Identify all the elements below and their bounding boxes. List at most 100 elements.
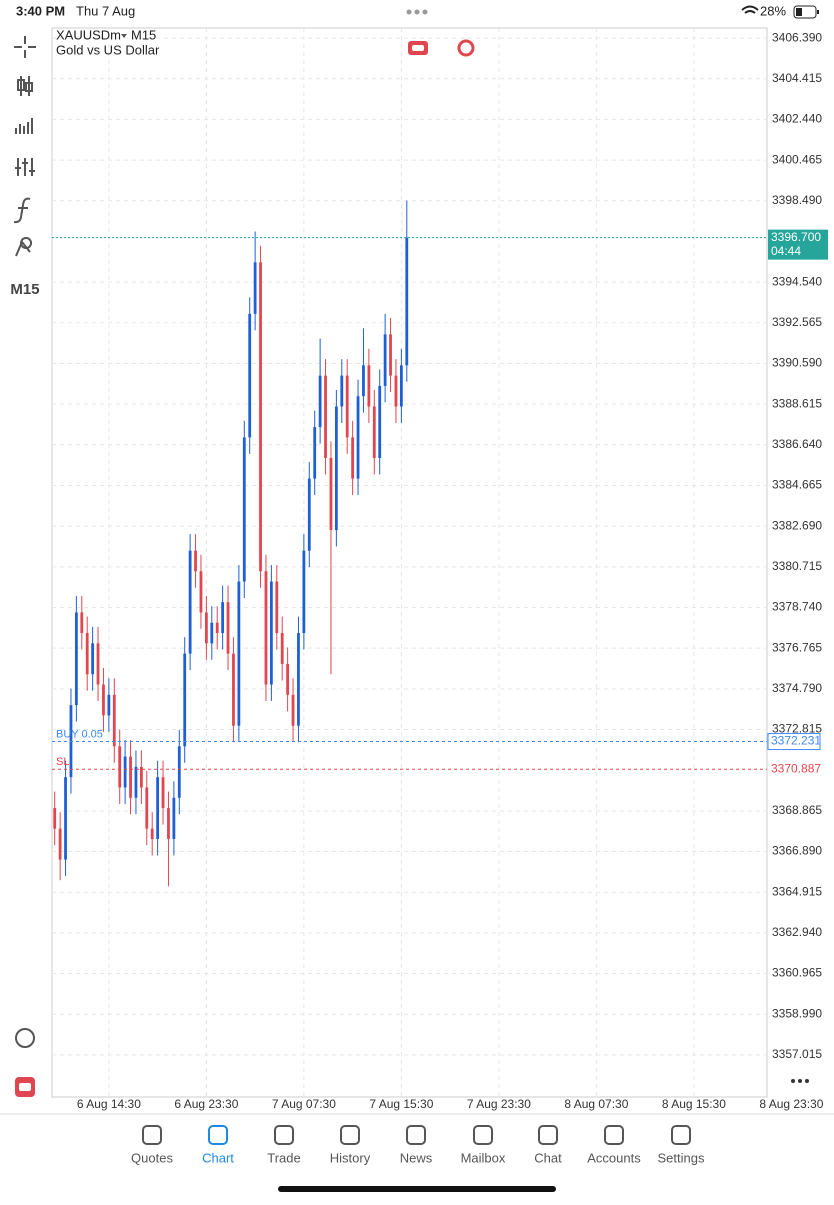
symbol-dropdown[interactable]	[121, 34, 127, 38]
candle-body	[188, 550, 192, 654]
candle-body	[167, 808, 170, 839]
candle-body	[74, 612, 78, 706]
objects-tool[interactable]	[15, 237, 33, 257]
candle-body	[161, 777, 165, 809]
price-label: 3396.700	[771, 230, 821, 244]
plot-frame	[51, 27, 768, 1098]
signal-icon[interactable]	[457, 39, 475, 57]
tab-label[interactable]: Quotes	[131, 1150, 173, 1165]
x-tick-label: 8 Aug 07:30	[564, 1097, 628, 1111]
one-click-mark	[412, 45, 424, 51]
candle-body	[324, 375, 327, 458]
candle-body	[345, 375, 349, 438]
symbol[interactable]: XAUUSDm	[56, 27, 121, 42]
y-tick-label: 3364.915	[772, 884, 822, 898]
candle-body	[253, 262, 257, 314]
tab-8[interactable]: Settings	[658, 1125, 705, 1165]
tab-icon[interactable]	[671, 1125, 691, 1145]
tab-icon[interactable]	[604, 1125, 624, 1145]
tab-bar: Quotes Chart Trade History News Mailbox Chat Ac…	[131, 1125, 705, 1165]
grid	[52, 28, 767, 1097]
tab-6[interactable]: Chat	[534, 1125, 562, 1165]
y-tick-label: 3380.715	[772, 559, 822, 573]
tab-label[interactable]: Settings	[658, 1150, 705, 1165]
order-price: 3370.887	[771, 761, 821, 775]
x-tick-label: 7 Aug 07:30	[272, 1097, 336, 1111]
tab-0[interactable]: Quotes	[131, 1125, 173, 1165]
tab-icon[interactable]	[340, 1125, 360, 1145]
candle-body	[129, 756, 132, 798]
timeframe-label: M15	[131, 27, 156, 42]
tab-7[interactable]: Accounts	[587, 1125, 641, 1165]
tab-label[interactable]: Trade	[267, 1150, 300, 1165]
candle-body	[259, 262, 262, 572]
tab-4[interactable]: News	[400, 1125, 433, 1165]
tab-label[interactable]: Chat	[534, 1150, 562, 1165]
y-tick-label: 3384.665	[772, 478, 822, 492]
status-time: 3:40 PM	[16, 3, 65, 18]
candle-body	[139, 766, 143, 788]
candle-body	[313, 427, 317, 479]
tab-label[interactable]: News	[400, 1150, 433, 1165]
tab-1[interactable]: Chart	[202, 1125, 234, 1165]
tab-label[interactable]: History	[330, 1150, 371, 1165]
price-countdown: 04:44	[771, 244, 801, 258]
tab-icon[interactable]	[473, 1125, 493, 1145]
crosshair-tool[interactable]	[14, 36, 36, 58]
candle-body	[280, 633, 284, 664]
order-price-box	[768, 761, 820, 778]
candle-body	[264, 571, 268, 685]
y-tick-label: 3357.015	[772, 1047, 822, 1061]
tab-icon[interactable]	[274, 1125, 294, 1145]
chart-type-tool[interactable]	[17, 76, 33, 96]
tab-icon[interactable]	[208, 1125, 228, 1145]
candle-body	[118, 746, 122, 788]
candle-body	[334, 406, 338, 531]
candle-body	[64, 777, 67, 860]
candle-body	[248, 313, 252, 438]
more-menu[interactable]	[791, 1079, 809, 1083]
order-name: SL	[56, 756, 69, 768]
tab-label[interactable]: Chart	[202, 1150, 234, 1165]
x-tick-label: 7 Aug 15:30	[369, 1097, 433, 1111]
x-tick-label: 6 Aug 14:30	[77, 1097, 141, 1111]
candle-body	[362, 365, 365, 397]
function-tool[interactable]	[13, 197, 31, 224]
candle-body	[112, 694, 116, 747]
tab-2[interactable]: Trade	[267, 1125, 301, 1165]
x-tick-label: 8 Aug 23:30	[759, 1097, 823, 1111]
candle-body	[156, 777, 160, 839]
tab-icon[interactable]	[538, 1125, 558, 1145]
candle-body	[53, 808, 57, 829]
candle-body	[199, 571, 203, 613]
candle-body	[383, 334, 387, 386]
candle-body	[183, 653, 187, 747]
order-name: BUY 0.05	[56, 728, 103, 740]
tab-label[interactable]: Accounts	[587, 1150, 641, 1165]
y-tick-label: 3392.565	[772, 315, 822, 329]
candle-body	[215, 622, 219, 634]
candle-body	[107, 694, 111, 716]
tab-icon[interactable]	[142, 1125, 162, 1145]
candle-body	[232, 653, 235, 726]
settings-tool[interactable]	[15, 158, 35, 176]
quick-trade-tool[interactable]	[15, 1028, 35, 1048]
order-price-box	[767, 733, 821, 751]
candle-body	[318, 375, 322, 428]
y-tick-label: 3372.815	[772, 722, 822, 736]
tab-label[interactable]: Mailbox	[461, 1150, 506, 1165]
candle-body	[372, 406, 376, 458]
candle-body	[194, 550, 197, 572]
tab-5[interactable]: Mailbox	[461, 1125, 506, 1165]
tab-icon[interactable]	[406, 1125, 426, 1145]
candle-body	[340, 375, 344, 407]
candle-body	[226, 602, 230, 654]
candle-body	[172, 797, 176, 839]
tab-3[interactable]: History	[330, 1125, 371, 1165]
multitask-dots[interactable]	[406, 9, 428, 15]
status-date: Thu 7 Aug	[76, 3, 135, 18]
timeframe-button[interactable]: M15	[10, 281, 39, 298]
indicators-tool[interactable]	[15, 118, 33, 134]
x-tick-label: 8 Aug 15:30	[662, 1097, 726, 1111]
